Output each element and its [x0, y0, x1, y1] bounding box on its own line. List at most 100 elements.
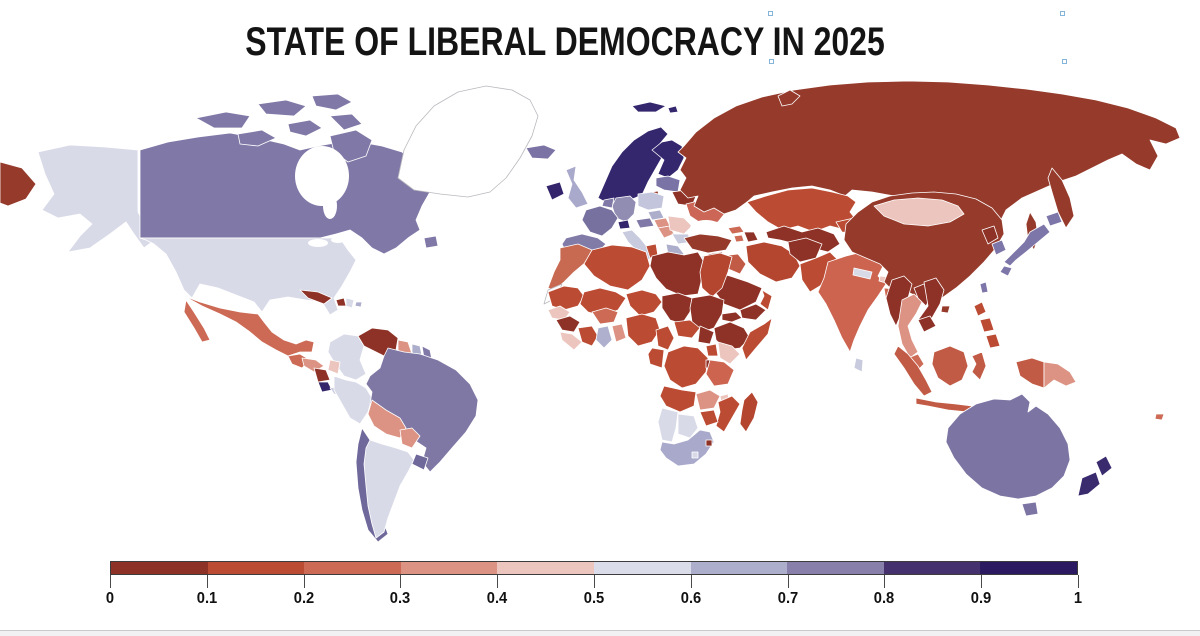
country-yemen — [739, 303, 767, 321]
country-haiti — [335, 297, 347, 307]
james-bay — [323, 193, 337, 219]
country-ghana — [595, 325, 613, 349]
country-philippines — [973, 301, 1001, 349]
selection-handle-top-left[interactable] — [768, 11, 773, 16]
legend-tick-label: 0.9 — [970, 590, 992, 607]
legend-tick — [303, 575, 305, 588]
country-china-hainan — [940, 305, 951, 314]
country-central-african-republic — [673, 319, 701, 339]
country-india — [817, 251, 887, 353]
country-iran — [745, 241, 801, 283]
country-lesotho — [691, 451, 699, 459]
legend-tick — [110, 575, 111, 588]
country-russia-chukotka-west — [0, 161, 37, 207]
legend-tick-label: 0.3 — [390, 590, 411, 607]
legend-color-segment — [883, 562, 981, 574]
country-niger — [625, 289, 663, 317]
black-sea — [690, 220, 722, 236]
country-algeria — [583, 244, 651, 291]
hudson-bay — [295, 146, 349, 206]
legend-tick-label: 0.1 — [196, 590, 218, 607]
legend-color-segment — [497, 562, 594, 574]
legend-color-segment — [400, 562, 498, 574]
legend-tick — [400, 575, 402, 588]
country-colombia — [327, 333, 367, 381]
color-scale-labels: 0 0.1 0.2 0.3 0.4 0.5 0.6 0.7 0.8 0.9 1 — [106, 590, 1082, 610]
country-australia — [945, 393, 1071, 500]
country-chad — [661, 292, 693, 325]
country-finland — [651, 139, 685, 179]
country-sierra-leone-liberia — [559, 331, 583, 351]
legend-tick-label: 0.4 — [486, 590, 508, 607]
country-puerto-rico — [354, 301, 363, 308]
country-poland — [637, 191, 665, 211]
country-bolivia — [367, 399, 407, 439]
legend-tick — [497, 575, 499, 588]
country-greenland — [397, 85, 539, 198]
legend-tick-label: 0.6 — [680, 590, 702, 607]
country-costa-rica — [317, 381, 333, 393]
country-ireland — [545, 181, 565, 201]
legend-tick — [787, 575, 789, 588]
country-austria — [635, 217, 655, 229]
window-edge-strip — [0, 630, 1200, 636]
country-romania — [667, 215, 693, 235]
country-alaska — [37, 144, 153, 253]
country-germany — [611, 195, 637, 223]
country-georgia — [727, 225, 745, 235]
country-somalia — [741, 317, 773, 361]
country-taiwan — [979, 281, 989, 294]
legend-tick — [690, 575, 692, 588]
country-eritrea — [721, 311, 743, 323]
country-iceland — [525, 144, 557, 160]
legend-color-segment — [787, 562, 884, 574]
country-australia-tasmania — [1021, 501, 1039, 517]
country-namibia — [657, 407, 679, 443]
country-zimbabwe — [699, 409, 719, 427]
country-mozambique — [715, 395, 741, 433]
country-peru — [333, 375, 373, 425]
selection-handle-bottom-left[interactable] — [769, 59, 774, 64]
country-mauritania — [547, 285, 585, 311]
country-libya — [649, 251, 705, 297]
country-canada — [139, 132, 431, 255]
page-title: STATE OF LIBERAL DEMOCRACY IN 2025 — [245, 20, 885, 64]
country-madagascar — [739, 391, 759, 433]
country-china — [843, 191, 1005, 303]
selection-handle-top-right[interactable] — [1060, 11, 1065, 16]
country-senegal — [547, 305, 571, 321]
country-congo-gabon — [647, 347, 665, 369]
legend-tick — [1078, 575, 1079, 588]
country-south-africa — [659, 429, 715, 467]
country-papua-new-guinea — [1043, 361, 1077, 389]
selection-handle-bottom-right[interactable] — [1062, 59, 1067, 64]
legend-tick-label: 0.5 — [583, 590, 605, 607]
country-mexico — [183, 295, 315, 357]
country-cuba — [299, 289, 333, 305]
country-mali — [579, 287, 627, 317]
legend-tick — [981, 575, 983, 588]
great-lakes — [308, 239, 328, 247]
country-eswatini — [705, 439, 713, 447]
country-azerbaijan — [743, 231, 759, 243]
country-angola — [659, 385, 697, 413]
legend-color-segment — [690, 562, 788, 574]
country-botswana — [677, 413, 699, 439]
country-uganda — [705, 343, 719, 357]
country-egypt — [699, 252, 733, 298]
legend-color-segment — [207, 562, 305, 574]
country-russia-kamchatka — [1047, 167, 1075, 229]
country-zambia — [695, 389, 721, 411]
country-south-sudan — [697, 325, 715, 345]
country-svalbard — [631, 101, 679, 114]
legend-color-segment — [593, 562, 691, 574]
country-sri-lanka — [853, 357, 864, 373]
country-usa — [139, 237, 357, 316]
country-switzerland — [617, 219, 631, 230]
country-ecuador — [327, 359, 341, 375]
legend-tick-label: 0.7 — [777, 590, 798, 607]
country-nigeria — [625, 313, 661, 347]
country-dominican-republic — [345, 297, 355, 309]
country-turkey — [683, 233, 733, 254]
